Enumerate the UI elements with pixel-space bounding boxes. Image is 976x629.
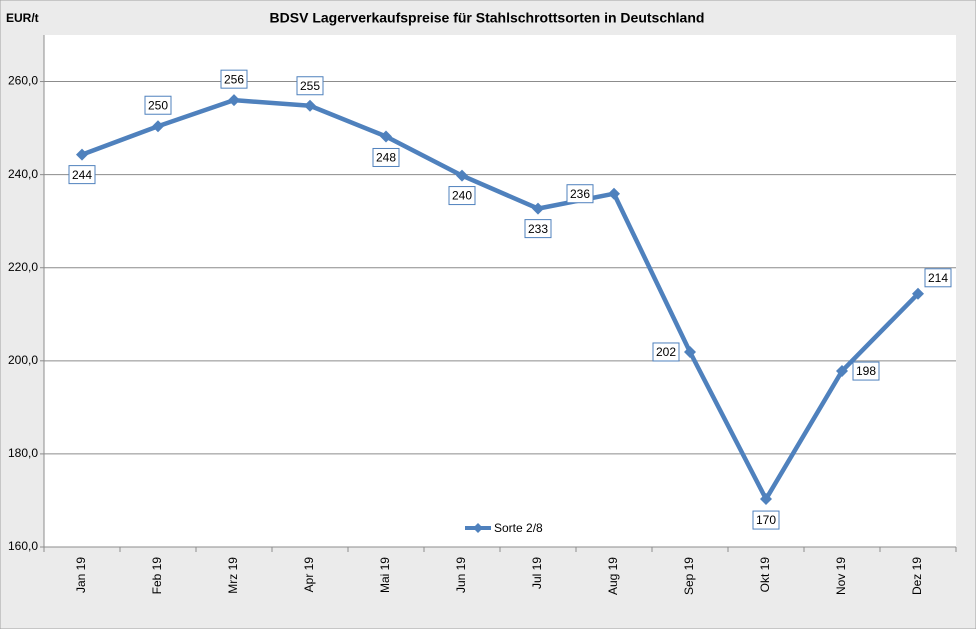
data-label-box	[296, 76, 324, 96]
data-label-box	[220, 69, 248, 89]
y-tick-label: 240,0	[8, 167, 38, 181]
data-point	[76, 148, 88, 161]
data-label-box	[448, 186, 476, 206]
data-label: 198	[856, 364, 876, 378]
data-label-box	[144, 95, 172, 115]
legend-label: Sorte 2/8	[494, 521, 543, 535]
data-label-box	[372, 147, 400, 167]
data-label: 236	[570, 187, 590, 201]
x-tick-label: Apr 19	[302, 557, 316, 593]
data-point	[152, 120, 164, 133]
data-label: 202	[656, 345, 676, 359]
data-point	[608, 187, 620, 200]
data-label: 248	[376, 151, 396, 165]
y-tick-label: 180,0	[8, 446, 38, 460]
data-label: 240	[452, 189, 472, 203]
x-tick-label: Mrz 19	[226, 557, 240, 594]
x-tick-label: Mai 19	[378, 557, 392, 593]
data-label: 256	[224, 72, 244, 86]
x-tick-label: Sep 19	[682, 557, 696, 595]
data-label: 250	[148, 98, 168, 112]
data-point	[228, 94, 240, 107]
data-label: 170	[756, 513, 776, 527]
data-label-box	[524, 219, 552, 239]
x-tick-label: Okt 19	[758, 557, 772, 593]
data-label-box	[566, 184, 594, 204]
data-point	[380, 130, 392, 143]
data-label-box	[852, 361, 880, 381]
x-tick-label: Nov 19	[834, 557, 848, 595]
data-label-box	[652, 342, 680, 362]
x-tick-label: Dez 19	[910, 557, 924, 595]
x-tick-label: Jan 19	[74, 557, 88, 593]
legend-marker	[473, 523, 483, 533]
y-tick-label: 260,0	[8, 74, 38, 88]
x-tick-label: Jul 19	[530, 557, 544, 589]
x-tick-label: Aug 19	[606, 557, 620, 595]
data-label: 255	[300, 79, 320, 93]
data-label-box	[68, 165, 96, 185]
data-point	[532, 202, 544, 215]
data-point	[836, 365, 848, 378]
data-label: 244	[72, 168, 92, 182]
x-tick-label: Jun 19	[454, 557, 468, 593]
data-point	[304, 99, 316, 112]
data-label-box	[752, 510, 780, 530]
x-tick-label: Feb 19	[150, 557, 164, 595]
chart-title: BDSV Lagerverkaufspreise für Stahlschrot…	[270, 10, 705, 26]
data-point	[684, 345, 696, 358]
data-line	[81, 97, 920, 502]
data-label: 214	[928, 271, 948, 285]
plot-area	[44, 35, 956, 547]
y-tick-label: 220,0	[8, 260, 38, 274]
data-label: 233	[528, 222, 548, 236]
y-tick-label: 160,0	[8, 539, 38, 553]
data-point	[456, 169, 468, 182]
data-label-box	[924, 268, 952, 288]
data-point	[760, 493, 772, 506]
data-point	[912, 287, 924, 300]
y-tick-label: 200,0	[8, 353, 38, 367]
y-axis-label: EUR/t	[6, 11, 39, 25]
